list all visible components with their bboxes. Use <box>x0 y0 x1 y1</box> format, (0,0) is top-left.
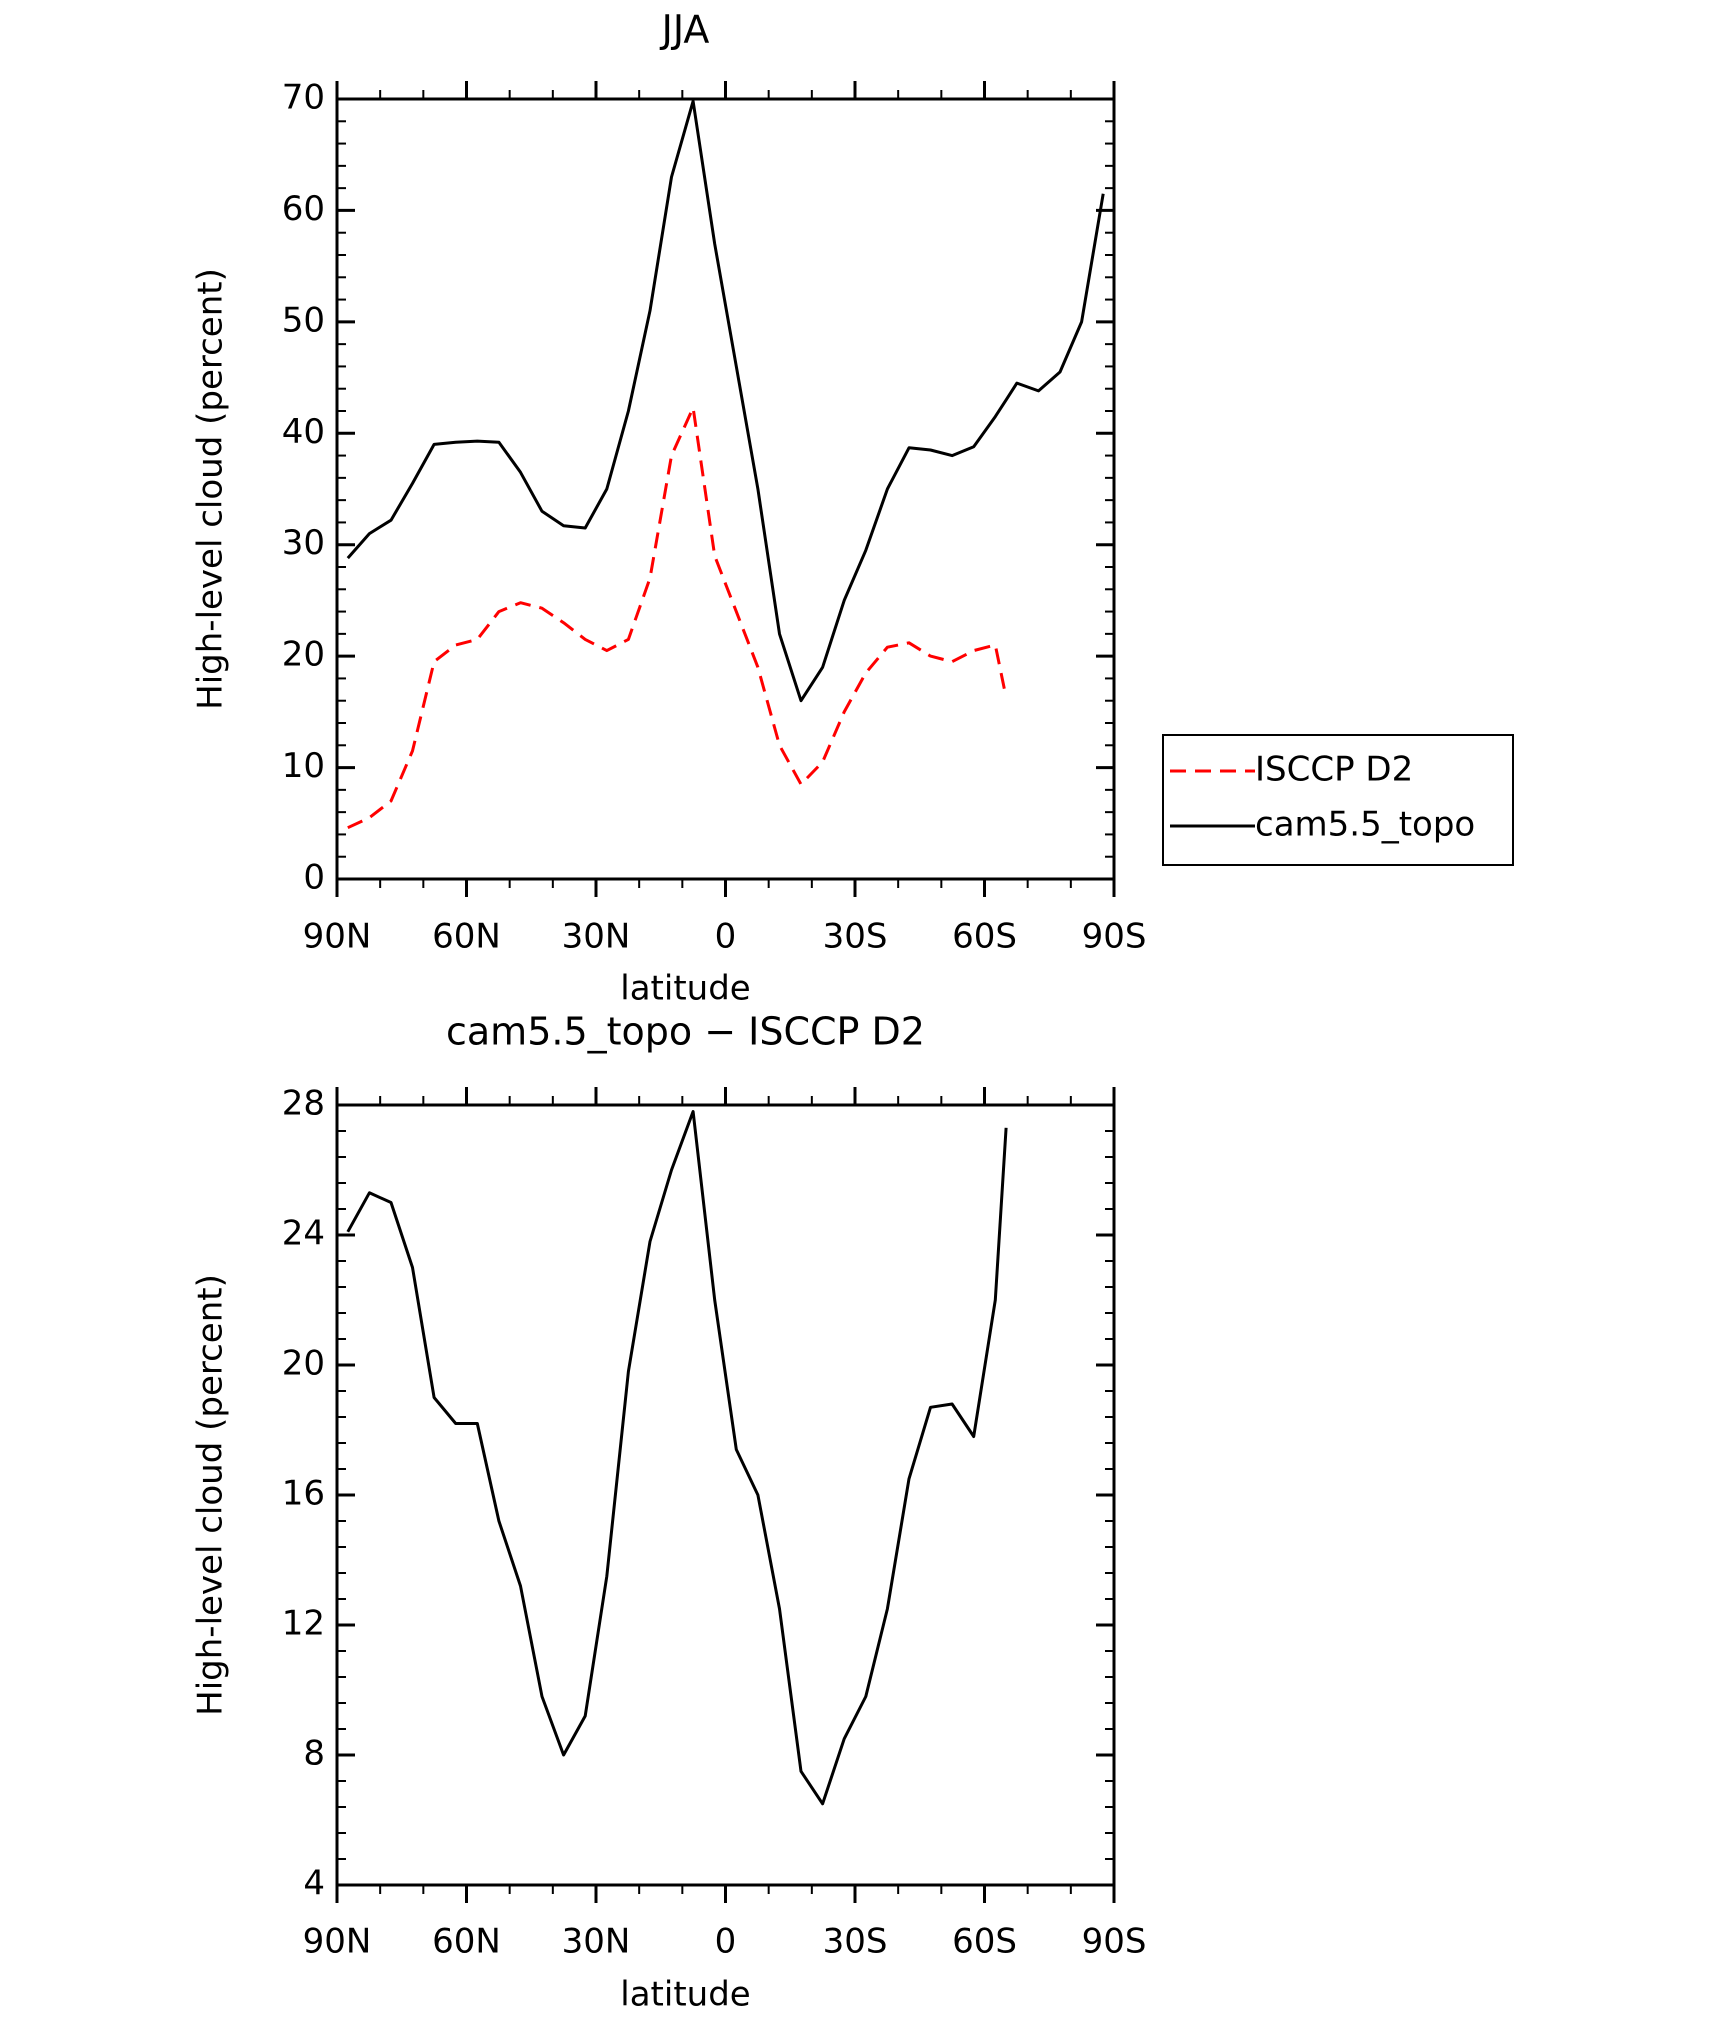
y-tick-label: 70 <box>282 78 325 118</box>
y-tick-label: 28 <box>282 1084 325 1124</box>
legend-label: ISCCP D2 <box>1255 750 1413 790</box>
x-tick-label: 0 <box>715 1922 737 1962</box>
y-tick-label: 0 <box>303 858 325 898</box>
y-tick-label: 4 <box>303 1864 325 1904</box>
legend-label: cam5.5_topo <box>1255 805 1475 845</box>
x-tick-label: 60N <box>432 917 501 957</box>
plot-frame <box>335 97 1116 881</box>
x-tick-label: 60S <box>952 1922 1017 1962</box>
y-tick-label: 60 <box>282 189 325 229</box>
x-tick-label: 90N <box>303 1922 372 1962</box>
x-axis-label: latitude <box>620 1975 750 2015</box>
y-tick-label: 10 <box>282 746 325 786</box>
y-tick-label: 16 <box>282 1474 325 1514</box>
x-tick-label: 60N <box>432 1922 501 1962</box>
series-line <box>346 99 1105 703</box>
x-tick-label: 30N <box>562 917 631 957</box>
legend-box <box>1162 734 1514 866</box>
x-tick-label: 30N <box>562 1922 631 1962</box>
y-tick-label: 8 <box>303 1734 325 1774</box>
y-tick-label: 50 <box>282 300 325 340</box>
x-tick-label: 90N <box>303 917 372 957</box>
y-axis-label: High-level cloud (percent) <box>191 268 231 710</box>
x-tick-label: 30S <box>823 917 888 957</box>
series-line <box>347 406 1008 830</box>
x-tick-label: 90S <box>1082 1922 1147 1962</box>
x-tick-label: 90S <box>1082 917 1147 957</box>
y-tick-label: 24 <box>282 1214 325 1254</box>
y-tick-label: 20 <box>282 1344 325 1384</box>
y-axis-label: High-level cloud (percent) <box>191 1274 231 1716</box>
x-axis-label: latitude <box>620 969 750 1009</box>
chart-title: cam5.5_topo − ISCCP D2 <box>446 1010 925 1054</box>
y-tick-label: 30 <box>282 523 325 563</box>
y-tick-label: 12 <box>282 1604 325 1644</box>
x-tick-label: 30S <box>823 1922 888 1962</box>
y-tick-label: 20 <box>282 635 325 675</box>
x-tick-label: 60S <box>952 917 1017 957</box>
x-tick-label: 0 <box>715 917 737 957</box>
plot-frame <box>335 1103 1116 1887</box>
y-tick-label: 40 <box>282 412 325 452</box>
chart-title: JJA <box>660 8 710 52</box>
series-line <box>346 1110 1008 1806</box>
